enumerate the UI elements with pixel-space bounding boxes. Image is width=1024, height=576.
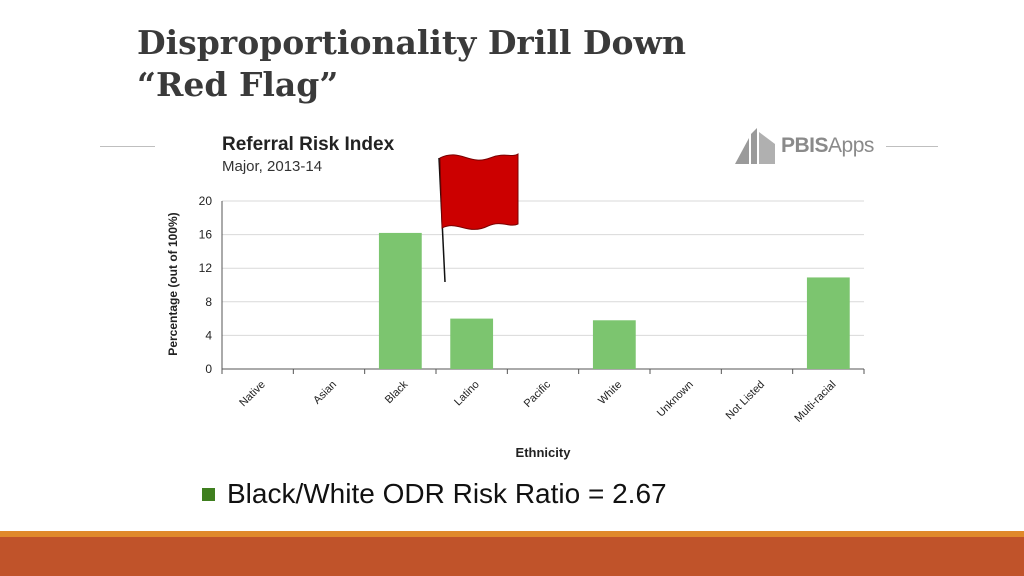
x-tick-label: White [596,379,624,407]
divider-right [886,146,938,147]
bar-black [378,232,422,369]
y-tick-label: 8 [205,295,212,309]
x-tick-label: Not Listed [724,379,768,423]
footer-band [0,537,1024,576]
pbisapps-logo-icon [735,128,775,164]
bar-multi-racial [806,277,850,369]
red-flag-icon [438,153,519,283]
x-tick-label: Unknown [655,379,696,420]
y-tick-label: 0 [205,362,212,376]
pbisapps-logo: PBISApps [735,128,874,164]
x-tick-label: Latino [452,379,482,409]
chart-title: Referral Risk Index [222,134,395,155]
x-tick-label: Asian [311,379,339,407]
x-axis-label: Ethnicity [516,445,572,460]
y-axis-label: Percentage (out of 100%) [166,212,180,355]
slide-title-line2: “Red Flag” [137,65,339,104]
slide-title-line1: Disproportionality Drill Down [137,23,686,62]
x-tick-label: Pacific [522,378,554,410]
footer-accent-stripe [0,531,1024,537]
bar-latino [450,318,494,369]
bar-white [592,320,636,369]
y-tick-label: 16 [199,228,213,242]
y-tick-label: 20 [199,194,213,208]
slide-title: Disproportionality Drill Down “Red Flag” [137,22,686,106]
chart-subtitle: Major, 2013-14 [222,158,322,175]
y-tick-label: 12 [199,261,213,275]
x-tick-label: Multi-racial [792,379,838,425]
pbisapps-logo-text: PBISApps [781,134,874,157]
risk-ratio-bullet: Black/White ODR Risk Ratio = 2.67 [202,478,667,510]
divider-left [100,146,155,147]
x-tick-label: Native [237,379,268,410]
referral-risk-chart: Referral Risk Index Major, 2013-14 0 4 8 12… [166,134,865,460]
bullet-marker [202,487,215,501]
risk-ratio-text: Black/White ODR Risk Ratio = 2.67 [227,478,667,509]
x-tick-label: Black [383,378,411,406]
chart-card: Referral Risk Index Major, 2013-14 0 4 8 12… [155,118,886,478]
y-tick-label: 4 [205,328,212,342]
